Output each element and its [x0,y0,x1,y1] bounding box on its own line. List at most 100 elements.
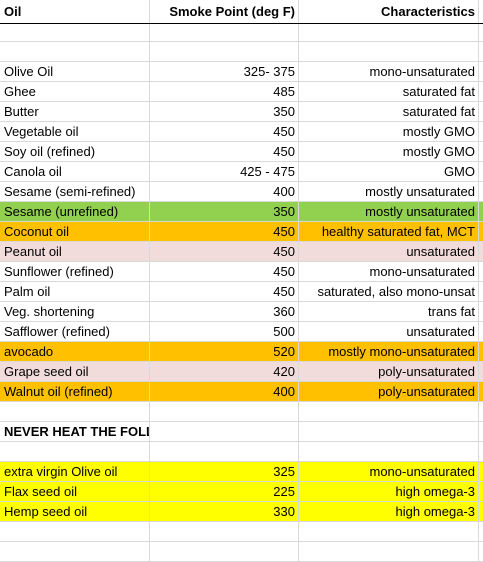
header-cell-empty[interactable] [479,0,483,23]
cell-oil[interactable]: Sesame (semi-refined) [0,182,150,201]
cell-empty[interactable] [299,24,479,41]
cell-characteristics[interactable]: mostly GMO [299,142,479,161]
cell-smoke-point[interactable]: 520 [150,342,299,361]
cell-oil[interactable]: avocado [0,342,150,361]
cell-smoke-point[interactable]: 450 [150,222,299,241]
cell-smoke-point[interactable]: 450 [150,262,299,281]
cell-empty[interactable] [479,402,483,421]
cell-characteristics[interactable]: mostly GMO [299,122,479,141]
cell-characteristics[interactable] [299,422,479,441]
cell-empty[interactable] [479,522,483,541]
cell-smoke-point[interactable]: 325- 375 [150,62,299,81]
cell-oil[interactable]: Walnut oil (refined) [0,382,150,401]
cell-smoke-point[interactable]: 500 [150,322,299,341]
cell-oil[interactable] [0,42,150,61]
cell-smoke-point[interactable]: 400 [150,382,299,401]
cell-characteristics[interactable]: trans fat [299,302,479,321]
cell-smoke-point[interactable]: 225 [150,482,299,501]
cell-oil[interactable]: NEVER HEAT THE FOLLOWING [0,422,150,441]
cell-oil[interactable]: Hemp seed oil [0,502,150,521]
cell-characteristics[interactable] [299,442,479,461]
cell-smoke-point[interactable]: 450 [150,242,299,261]
cell-smoke-point[interactable]: 420 [150,362,299,381]
cell-smoke-point[interactable] [150,422,299,441]
cell-oil[interactable]: Sunflower (refined) [0,262,150,281]
cell-empty[interactable] [479,382,483,401]
cell-characteristics[interactable]: mono-unsaturated [299,62,479,81]
header-cell-characteristics[interactable]: Characteristics [299,0,479,23]
cell-oil[interactable]: Butter [0,102,150,121]
cell-empty[interactable] [479,102,483,121]
cell-oil[interactable]: extra virgin Olive oil [0,462,150,481]
cell-oil[interactable]: Safflower (refined) [0,322,150,341]
cell-smoke-point[interactable] [150,402,299,421]
cell-empty[interactable] [479,282,483,301]
cell-characteristics[interactable]: high omega-3 [299,502,479,521]
cell-empty[interactable] [479,242,483,261]
cell-smoke-point[interactable] [150,42,299,61]
cell-empty[interactable] [479,442,483,461]
cell-empty[interactable] [479,142,483,161]
cell-empty[interactable] [479,462,483,481]
cell-oil[interactable]: Veg. shortening [0,302,150,321]
cell-oil[interactable] [0,542,150,561]
cell-oil[interactable]: Coconut oil [0,222,150,241]
cell-oil[interactable] [0,402,150,421]
cell-characteristics[interactable]: mostly unsaturated [299,182,479,201]
cell-oil[interactable]: Soy oil (refined) [0,142,150,161]
cell-characteristics[interactable] [299,402,479,421]
cell-characteristics[interactable]: unsaturated [299,322,479,341]
cell-smoke-point[interactable] [150,542,299,561]
cell-characteristics[interactable]: saturated fat [299,102,479,121]
cell-oil[interactable]: Ghee [0,82,150,101]
cell-characteristics[interactable]: healthy saturated fat, MCT [299,222,479,241]
cell-empty[interactable] [479,342,483,361]
cell-smoke-point[interactable]: 450 [150,142,299,161]
cell-characteristics[interactable]: poly-unsaturated [299,362,479,381]
cell-oil[interactable]: Olive Oil [0,62,150,81]
header-cell-oil[interactable]: Oil [0,0,150,23]
cell-characteristics[interactable]: unsaturated [299,242,479,261]
cell-oil[interactable] [0,522,150,541]
cell-oil[interactable]: Canola oil [0,162,150,181]
cell-empty[interactable] [479,422,483,441]
cell-empty[interactable] [479,222,483,241]
cell-smoke-point[interactable]: 325 [150,462,299,481]
cell-empty[interactable] [479,502,483,521]
cell-smoke-point[interactable]: 425 - 475 [150,162,299,181]
cell-characteristics[interactable]: saturated, also mono-unsat [299,282,479,301]
cell-empty[interactable] [479,82,483,101]
cell-oil[interactable]: Grape seed oil [0,362,150,381]
cell-smoke-point[interactable] [150,522,299,541]
cell-characteristics[interactable] [299,42,479,61]
cell-smoke-point[interactable]: 350 [150,102,299,121]
cell-empty[interactable] [479,62,483,81]
cell-empty[interactable] [479,122,483,141]
cell-smoke-point[interactable]: 450 [150,122,299,141]
cell-empty[interactable] [479,322,483,341]
cell-empty[interactable] [479,182,483,201]
cell-characteristics[interactable]: mono-unsaturated [299,262,479,281]
cell-characteristics[interactable]: mostly mono-unsaturated [299,342,479,361]
cell-smoke-point[interactable] [150,442,299,461]
cell-characteristics[interactable]: mostly unsaturated [299,202,479,221]
cell-empty[interactable] [479,42,483,61]
header-cell-smoke-point[interactable]: Smoke Point (deg F) [150,0,299,23]
cell-characteristics[interactable]: poly-unsaturated [299,382,479,401]
cell-smoke-point[interactable]: 360 [150,302,299,321]
cell-empty[interactable] [479,482,483,501]
cell-oil[interactable]: Flax seed oil [0,482,150,501]
cell-oil[interactable] [0,442,150,461]
cell-smoke-point[interactable]: 350 [150,202,299,221]
cell-oil[interactable]: Palm oil [0,282,150,301]
cell-characteristics[interactable] [299,542,479,561]
cell-empty[interactable] [479,302,483,321]
cell-empty[interactable] [479,162,483,181]
cell-empty[interactable] [0,24,150,41]
cell-smoke-point[interactable]: 485 [150,82,299,101]
cell-empty[interactable] [150,24,299,41]
cell-characteristics[interactable] [299,522,479,541]
cell-oil[interactable]: Sesame (unrefined) [0,202,150,221]
cell-characteristics[interactable]: GMO [299,162,479,181]
cell-characteristics[interactable]: high omega-3 [299,482,479,501]
